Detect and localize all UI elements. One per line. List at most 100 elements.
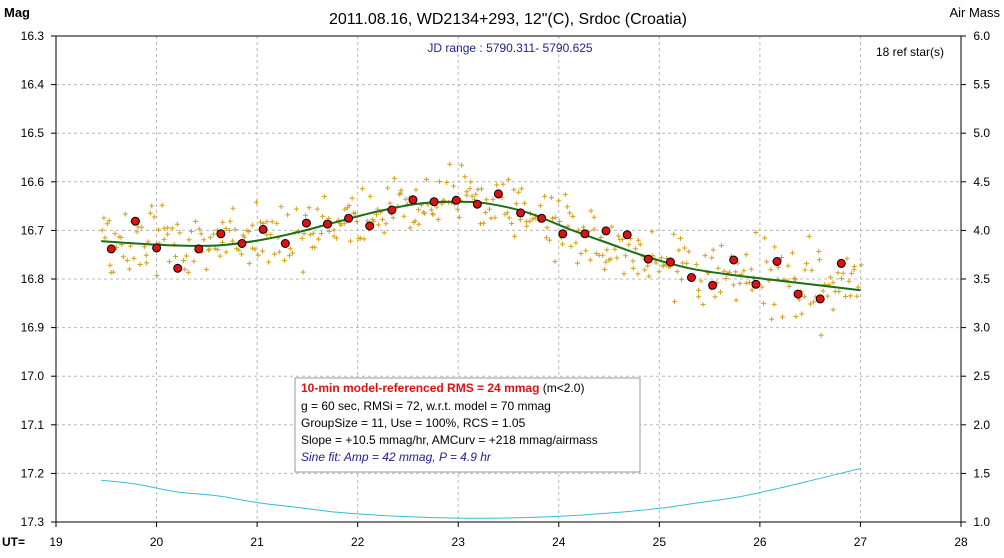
raw-point (547, 237, 552, 243)
raw-point (619, 237, 625, 242)
raw-point (700, 302, 706, 307)
stats-line-1: 10-min model-referenced RMS = 24 mmag (m… (301, 381, 584, 395)
raw-point (562, 191, 568, 197)
binned-point (493, 189, 503, 199)
raw-point (517, 217, 523, 223)
raw-point (120, 254, 126, 260)
raw-point (747, 280, 752, 285)
binned-point (323, 219, 332, 229)
y2-tick-label: 2.0 (973, 418, 990, 432)
y2-tick-label: 2.5 (973, 369, 990, 383)
raw-point (151, 214, 157, 220)
raw-point (799, 311, 805, 317)
raw-point (839, 276, 844, 281)
raw-point (855, 284, 861, 290)
raw-point (630, 258, 636, 264)
raw-point (456, 214, 462, 220)
raw-point (287, 253, 292, 259)
raw-point (500, 181, 506, 187)
raw-point (306, 205, 312, 211)
y-ticks: 16.3 16.4 16.5 16.6 16.7 16.8 16.9 17.0 17.1 17.2… (21, 29, 56, 529)
raw-point (459, 162, 465, 168)
raw-point (660, 263, 666, 269)
raw-point (623, 253, 629, 259)
y2-tick-label: 1.0 (973, 515, 990, 529)
y-tick-label: 16.5 (21, 126, 45, 140)
raw-point (156, 227, 161, 233)
raw-point (793, 314, 799, 319)
binned-point (130, 216, 140, 226)
raw-point (854, 293, 860, 299)
raw-point (287, 246, 293, 252)
raw-point (793, 276, 798, 282)
y-tick-label: 17.2 (21, 466, 45, 480)
raw-point (341, 220, 347, 226)
x-tick-label: 20 (150, 535, 164, 549)
raw-point (255, 252, 261, 258)
raw-point (637, 241, 643, 247)
raw-point (331, 227, 337, 233)
raw-point (211, 231, 217, 237)
raw-point (104, 221, 110, 227)
raw-point (490, 196, 496, 202)
raw-point (544, 225, 550, 231)
binned-point (708, 280, 718, 290)
raw-point (124, 257, 130, 263)
raw-point (764, 259, 770, 265)
raw-point (416, 207, 422, 213)
x-tick-label: 22 (351, 535, 365, 549)
x-tick-label: 26 (753, 535, 767, 549)
raw-point (587, 257, 593, 263)
binned-point (516, 208, 526, 218)
binned-point (237, 239, 247, 248)
raw-point (447, 161, 453, 167)
raw-point (858, 262, 864, 268)
raw-point (598, 235, 604, 240)
raw-point (246, 261, 252, 267)
raw-point (232, 227, 238, 232)
raw-point (516, 189, 522, 195)
raw-point (808, 301, 814, 307)
raw-point (412, 218, 418, 224)
raw-point (567, 210, 573, 216)
raw-point (106, 218, 112, 224)
raw-point (737, 280, 743, 286)
x-tick-label: 23 (452, 535, 466, 549)
binned-point (580, 229, 590, 239)
raw-point (674, 269, 680, 275)
raw-point (712, 294, 718, 300)
raw-point (806, 233, 812, 239)
raw-point (527, 218, 533, 224)
y-tick-label: 16.4 (21, 78, 45, 92)
raw-point (548, 195, 554, 201)
raw-point (801, 294, 807, 300)
raw-point (696, 294, 702, 300)
raw-point (274, 220, 280, 226)
raw-point (481, 220, 487, 226)
raw-point (522, 200, 527, 206)
raw-point (407, 225, 413, 231)
y-tick-label: 16.3 (21, 29, 45, 43)
y2-axis-label: Air Mass (949, 5, 1000, 20)
raw-point (143, 252, 149, 258)
raw-point (196, 226, 202, 232)
y-axis-label: Mag (4, 5, 30, 20)
binned-point (815, 294, 825, 304)
raw-point (174, 221, 180, 227)
raw-point (99, 227, 105, 233)
raw-point (811, 299, 817, 305)
raw-point (827, 274, 833, 280)
raw-point (575, 260, 580, 266)
x-ticks: 19 20 21 22 23 24 25 26 27 28 (49, 522, 968, 549)
raw-point (359, 186, 365, 192)
raw-point (299, 235, 305, 241)
raw-point (583, 248, 589, 254)
raw-point (282, 257, 287, 263)
raw-point (741, 268, 747, 274)
raw-point (749, 287, 755, 293)
raw-point (593, 251, 599, 256)
x-tick-label: 21 (250, 535, 264, 549)
raw-point (840, 270, 846, 276)
raw-point (550, 215, 556, 221)
chart-title: 2011.08.16, WD2134+293, 12"(C), Srdoc (C… (329, 11, 687, 28)
